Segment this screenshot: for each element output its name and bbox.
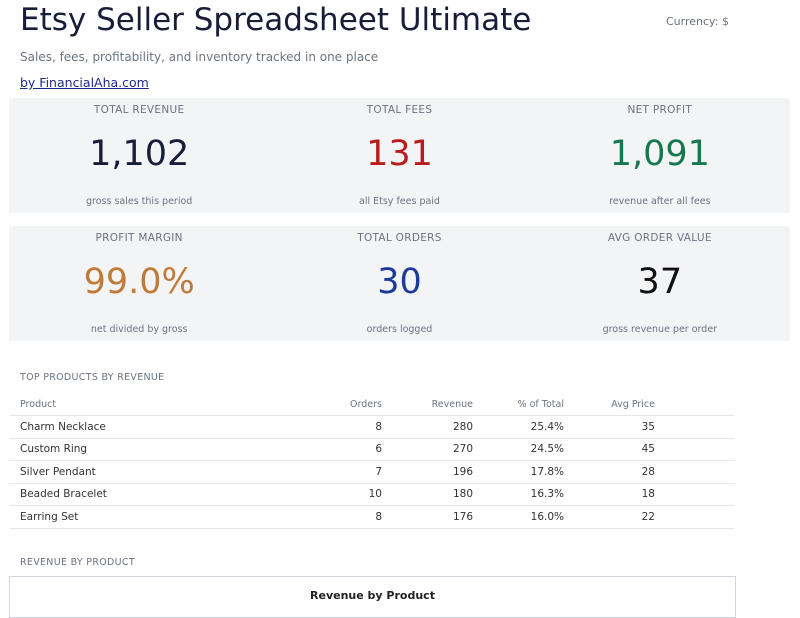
cell-orders: 6	[240, 438, 382, 461]
cell-avg-price: 18	[564, 483, 655, 506]
kpi-card-net-profit: NET PROFIT 1,091 revenue after all fees	[530, 98, 790, 213]
cell-orders: 8	[240, 415, 382, 439]
cell-pct-total: 25.4%	[473, 415, 564, 439]
cell-orders: 8	[240, 505, 382, 529]
cell-product: Custom Ring	[9, 438, 240, 461]
cell-pct-total: 24.5%	[473, 438, 564, 461]
kpi-value: 37	[637, 262, 683, 302]
kpi-card-avg-order-value: AVG ORDER VALUE 37 gross revenue per ord…	[530, 226, 790, 341]
column-spacer	[655, 393, 735, 416]
byline-link[interactable]: by FinancialAha.com	[20, 75, 149, 90]
page-title: Etsy Seller Spreadsheet Ultimate	[20, 2, 532, 38]
kpi-label: TOTAL ORDERS	[357, 232, 442, 244]
cell-revenue: 280	[382, 415, 473, 439]
kpi-caption: gross sales this period	[86, 196, 193, 207]
kpi-label: TOTAL REVENUE	[93, 104, 185, 116]
cell-pct-total: 16.0%	[473, 505, 564, 529]
table-row: Silver Pendant 7 196 17.8% 28	[9, 460, 735, 484]
kpi-value: 1,102	[89, 134, 190, 174]
column-header-product: Product	[9, 393, 240, 416]
cell-pct-total: 16.3%	[473, 483, 564, 506]
column-header-revenue: Revenue	[382, 393, 473, 416]
table-row: Custom Ring 6 270 24.5% 45	[9, 438, 735, 461]
kpi-card-profit-margin: PROFIT MARGIN 99.0% net divided by gross	[9, 226, 269, 341]
kpi-value: 131	[366, 134, 433, 174]
column-header-pct-total: % of Total	[473, 393, 564, 416]
cell-product: Silver Pendant	[9, 460, 240, 484]
cell-avg-price: 45	[564, 438, 655, 461]
cell-revenue: 270	[382, 438, 473, 461]
cell-spacer	[655, 483, 735, 506]
kpi-label: PROFIT MARGIN	[95, 232, 183, 244]
kpi-caption: revenue after all fees	[609, 196, 711, 207]
cell-spacer	[655, 505, 735, 529]
kpi-caption: gross revenue per order	[602, 324, 718, 335]
table-row: Beaded Bracelet 10 180 16.3% 18	[9, 483, 735, 506]
kpi-caption: all Etsy fees paid	[359, 196, 440, 207]
cell-avg-price: 28	[564, 460, 655, 484]
currency-label: Currency: $	[666, 15, 729, 28]
kpi-caption: net divided by gross	[90, 324, 188, 335]
cell-avg-price: 22	[564, 505, 655, 529]
table-row: Earring Set 8 176 16.0% 22	[9, 505, 735, 529]
cell-orders: 7	[240, 460, 382, 484]
revenue-chart-panel: Revenue by Product	[9, 576, 736, 618]
cell-pct-total: 17.8%	[473, 460, 564, 484]
revenue-by-product-heading: REVENUE BY PRODUCT	[20, 557, 135, 568]
cell-product: Charm Necklace	[9, 415, 240, 439]
top-products-table: Product Orders Revenue % of Total Avg Pr…	[9, 393, 735, 529]
kpi-card-total-orders: TOTAL ORDERS 30 orders logged	[269, 226, 529, 341]
top-products-heading: TOP PRODUCTS BY REVENUE	[20, 372, 165, 383]
cell-product: Beaded Bracelet	[9, 483, 240, 506]
kpi-caption: orders logged	[366, 324, 433, 335]
kpi-row-1: TOTAL REVENUE 1,102 gross sales this per…	[9, 98, 790, 213]
kpi-row-2: PROFIT MARGIN 99.0% net divided by gross…	[9, 226, 790, 341]
page-subtitle: Sales, fees, profitability, and inventor…	[20, 50, 379, 64]
table-header-row: Product Orders Revenue % of Total Avg Pr…	[9, 393, 735, 416]
cell-spacer	[655, 460, 735, 484]
cell-revenue: 176	[382, 505, 473, 529]
kpi-label: NET PROFIT	[627, 104, 693, 116]
cell-spacer	[655, 415, 735, 439]
cell-spacer	[655, 438, 735, 461]
column-header-orders: Orders	[240, 393, 382, 416]
kpi-card-total-fees: TOTAL FEES 131 all Etsy fees paid	[269, 98, 529, 213]
kpi-card-total-revenue: TOTAL REVENUE 1,102 gross sales this per…	[9, 98, 269, 213]
kpi-value: 1,091	[609, 134, 710, 174]
cell-orders: 10	[240, 483, 382, 506]
kpi-value: 99.0%	[83, 262, 195, 302]
chart-title: Revenue by Product	[310, 589, 435, 602]
table-row: Charm Necklace 8 280 25.4% 35	[9, 415, 735, 439]
kpi-value: 30	[377, 262, 422, 302]
kpi-label: AVG ORDER VALUE	[607, 232, 712, 244]
column-header-avg-price: Avg Price	[564, 393, 655, 416]
kpi-label: TOTAL FEES	[366, 104, 433, 116]
cell-revenue: 196	[382, 460, 473, 484]
cell-revenue: 180	[382, 483, 473, 506]
cell-avg-price: 35	[564, 415, 655, 439]
cell-product: Earring Set	[9, 505, 240, 529]
